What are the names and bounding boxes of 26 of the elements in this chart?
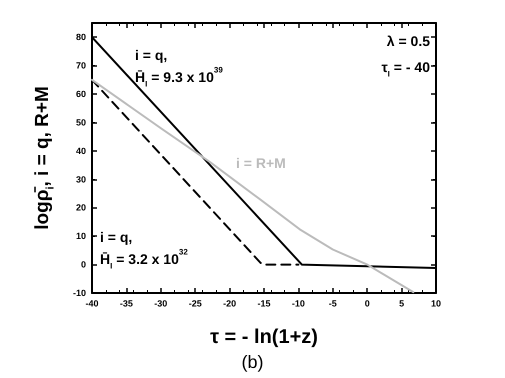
x-tick-label: 0: [364, 298, 370, 308]
y-tick-label: 40: [76, 146, 86, 156]
y-tick-label: -10: [72, 288, 86, 298]
y-tick-label: 20: [76, 202, 86, 213]
x-axis-title: τ = - ln(1+z): [210, 326, 318, 348]
y-tick-label: 10: [76, 231, 86, 242]
x-tick-label: 10: [430, 298, 442, 308]
x-tick-label: -25: [188, 298, 202, 308]
x-tick-label: -5: [328, 298, 337, 308]
x-tick-label: -30: [154, 298, 168, 308]
x-tick-label: 5: [399, 298, 404, 308]
y-tick-label: 30: [76, 174, 86, 184]
x-tick-label: -40: [85, 298, 99, 308]
text: (b): [242, 352, 264, 372]
x-tick-label: -20: [223, 298, 236, 308]
y-axis-title: logρ̄i, i = q, R+M: [32, 86, 56, 230]
x-tick-label: -10: [292, 298, 305, 308]
y-tick-label: 70: [76, 60, 86, 71]
annotation: λ = 0.5: [386, 33, 430, 49]
y-tick-label: 80: [76, 32, 86, 42]
series-label: i = R+M: [236, 155, 286, 171]
y-tick-label: 0: [80, 260, 86, 270]
y-tick-label: 60: [76, 89, 86, 100]
y-tick-label: 50: [76, 117, 86, 128]
x-tick-label: -35: [120, 298, 133, 308]
x-tick-label: -15: [257, 298, 271, 308]
